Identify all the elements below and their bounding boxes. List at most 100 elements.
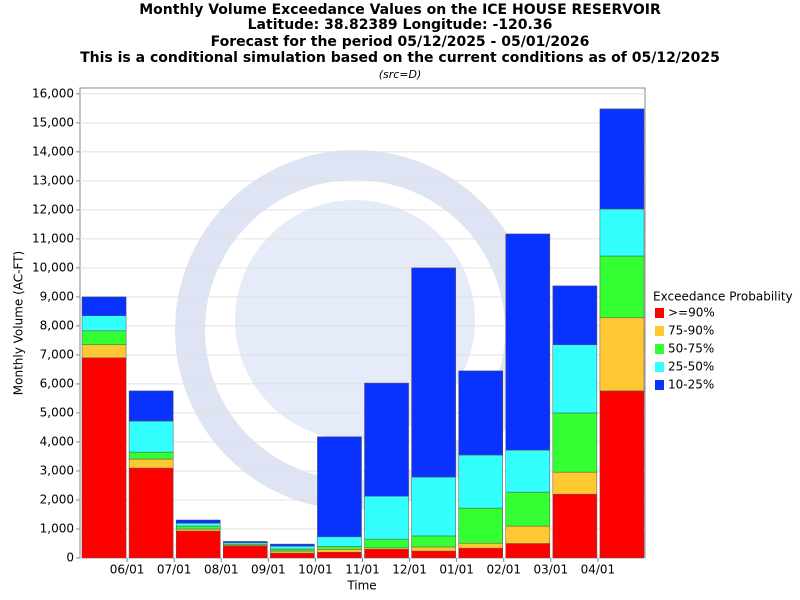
bar-segment: [599, 390, 645, 559]
legend-swatch: [655, 380, 664, 390]
chart-title: This is a conditional simulation based o…: [80, 50, 720, 66]
y-tick-label: 16,000: [32, 86, 74, 100]
legend-label: 75-90%: [668, 324, 714, 338]
y-tick-label: 12,000: [32, 202, 74, 216]
bar-segment: [128, 467, 174, 559]
bar-segment: [317, 546, 362, 550]
x-tick-label: 08/01: [204, 563, 239, 577]
y-tick-label: 0: [66, 551, 74, 565]
bar-segment: [458, 370, 503, 456]
bar-segment: [175, 519, 221, 524]
legend-label: >=90%: [668, 306, 715, 320]
bar-segment: [81, 357, 127, 559]
bar-segment: [317, 436, 362, 538]
bar-segment: [552, 285, 598, 346]
subtitle: (src=D): [379, 68, 422, 81]
y-tick-label: 6,000: [40, 376, 74, 390]
bar-segment: [270, 543, 315, 547]
bar-segment: [270, 548, 315, 552]
bar-segment: [223, 541, 268, 543]
bar-segment: [81, 315, 127, 332]
y-tick-label: 14,000: [32, 144, 74, 158]
bar-segment: [317, 551, 362, 559]
bar-segment: [505, 491, 551, 527]
bar-segment: [128, 420, 174, 453]
bar-segment: [599, 317, 645, 392]
bar-segment: [458, 542, 503, 549]
y-tick-label: 2,000: [40, 492, 74, 506]
y-tick-label: 10,000: [32, 260, 74, 274]
bar-segment: [128, 458, 174, 469]
bar-segment: [458, 507, 503, 544]
y-tick-label: 1,000: [40, 521, 74, 535]
x-tick-label: 09/01: [251, 563, 286, 577]
legend-swatch: [655, 344, 664, 354]
legend-swatch: [655, 326, 664, 336]
bar-segment: [364, 538, 409, 549]
y-tick-label: 11,000: [32, 231, 74, 245]
bar-segment: [81, 296, 127, 316]
legend-title: Exceedance Probability: [653, 290, 793, 304]
bar-segment: [505, 525, 551, 544]
bar-segment: [552, 471, 598, 495]
bar-segment: [317, 549, 362, 553]
y-tick-label: 4,000: [40, 434, 74, 448]
legend-label: 50-75%: [668, 342, 714, 356]
bar-segment: [175, 525, 221, 530]
x-tick-label: 06/01: [110, 563, 145, 577]
y-tick-label: 13,000: [32, 173, 74, 187]
bar-segment: [505, 233, 551, 451]
bar-segment: [175, 528, 221, 532]
y-tick-label: 8,000: [40, 318, 74, 332]
x-tick-label: 10/01: [298, 563, 333, 577]
y-tick-label: 15,000: [32, 115, 74, 129]
bar-segment: [364, 495, 409, 540]
bar-segment: [599, 255, 645, 319]
y-tick-label: 9,000: [40, 289, 74, 303]
chart-title: Latitude: 38.82389 Longitude: -120.36: [248, 17, 553, 33]
legend-label: 25-50%: [668, 360, 714, 374]
bar-segment: [270, 552, 315, 559]
bar-segment: [411, 546, 456, 552]
bar-segment: [458, 547, 503, 559]
bar-segment: [270, 550, 315, 554]
bar-segment: [364, 382, 409, 497]
bar-segment: [552, 412, 598, 473]
bar-segment: [128, 390, 174, 422]
x-tick-label: 01/01: [439, 563, 474, 577]
bar-segment: [458, 454, 503, 509]
bar-segment: [411, 476, 456, 537]
x-tick-label: 04/01: [581, 563, 616, 577]
legend-swatch: [655, 362, 664, 372]
bar-segment: [505, 543, 551, 559]
x-tick-label: 07/01: [157, 563, 192, 577]
bar-segment: [81, 330, 127, 346]
bar-segment: [411, 535, 456, 548]
bar-segment: [411, 267, 456, 478]
x-tick-label: 11/01: [345, 563, 380, 577]
bar-segment: [364, 549, 409, 559]
x-tick-label: 02/01: [486, 563, 521, 577]
y-tick-label: 3,000: [40, 463, 74, 477]
y-tick-label: 5,000: [40, 405, 74, 419]
y-tick-label: 7,000: [40, 347, 74, 361]
x-axis-label: Time: [346, 579, 376, 593]
bar-segment: [599, 108, 645, 210]
bar-segment: [270, 545, 315, 550]
bar-segment: [81, 344, 127, 359]
bar-segment: [552, 493, 598, 559]
bar-segment: [317, 536, 362, 547]
bar-segment: [552, 344, 598, 414]
bar-segment: [411, 550, 456, 559]
bar-segment: [175, 530, 221, 559]
bar-segment: [128, 451, 174, 460]
legend-swatch: [655, 308, 664, 318]
bar-segment: [505, 449, 551, 493]
legend-label: 10-25%: [668, 378, 714, 392]
chart-title: Forecast for the period 05/12/2025 - 05/…: [211, 34, 590, 50]
bar-segment: [223, 545, 268, 559]
chart-title: Monthly Volume Exceedance Values on the …: [139, 2, 661, 18]
x-tick-label: 03/01: [534, 563, 569, 577]
bar-segment: [599, 208, 645, 257]
